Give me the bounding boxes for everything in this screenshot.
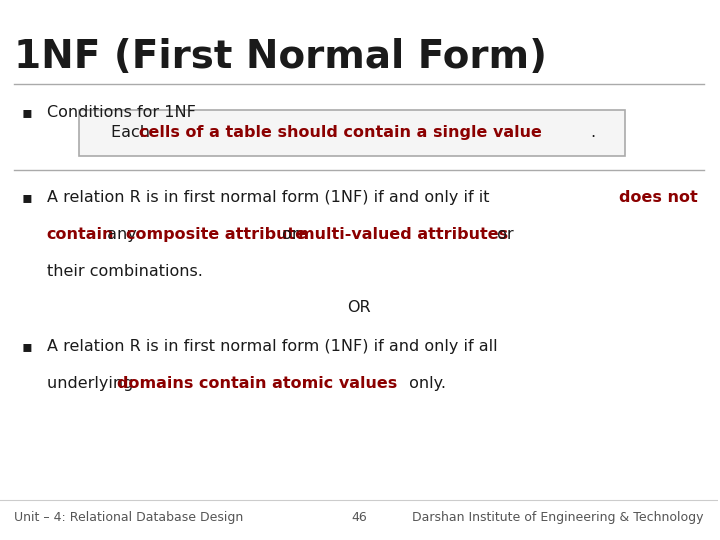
Text: cells of a table should contain a single value: cells of a table should contain a single… xyxy=(139,125,541,140)
Text: or: or xyxy=(492,227,513,242)
Text: 46: 46 xyxy=(351,511,367,524)
Text: Unit – 4: Relational Database Design: Unit – 4: Relational Database Design xyxy=(14,511,243,524)
Text: ▪: ▪ xyxy=(22,190,32,205)
Text: Each: Each xyxy=(112,125,156,140)
Text: or: or xyxy=(276,227,303,242)
Text: Darshan Institute of Engineering & Technology: Darshan Institute of Engineering & Techn… xyxy=(413,511,704,524)
Text: A relation R is in first normal form (1NF) if and only if all: A relation R is in first normal form (1N… xyxy=(47,339,498,354)
Text: multi-valued attributes: multi-valued attributes xyxy=(298,227,508,242)
Text: .: . xyxy=(590,125,595,140)
Text: underlying: underlying xyxy=(47,376,138,391)
Text: ▪: ▪ xyxy=(22,105,32,120)
Text: composite attribute: composite attribute xyxy=(126,227,306,242)
FancyBboxPatch shape xyxy=(79,110,625,156)
Text: contain: contain xyxy=(47,227,114,242)
Text: only.: only. xyxy=(404,376,446,391)
Text: ▪: ▪ xyxy=(22,339,32,354)
Text: domains contain atomic values: domains contain atomic values xyxy=(117,376,397,391)
Text: their combinations.: their combinations. xyxy=(47,264,202,279)
Text: 1NF (First Normal Form): 1NF (First Normal Form) xyxy=(14,38,547,76)
Text: OR: OR xyxy=(347,300,371,315)
Text: A relation R is in first normal form (1NF) if and only if it: A relation R is in first normal form (1N… xyxy=(47,190,495,205)
Text: any: any xyxy=(102,227,142,242)
Text: does not: does not xyxy=(619,190,698,205)
Text: Conditions for 1NF: Conditions for 1NF xyxy=(47,105,196,120)
